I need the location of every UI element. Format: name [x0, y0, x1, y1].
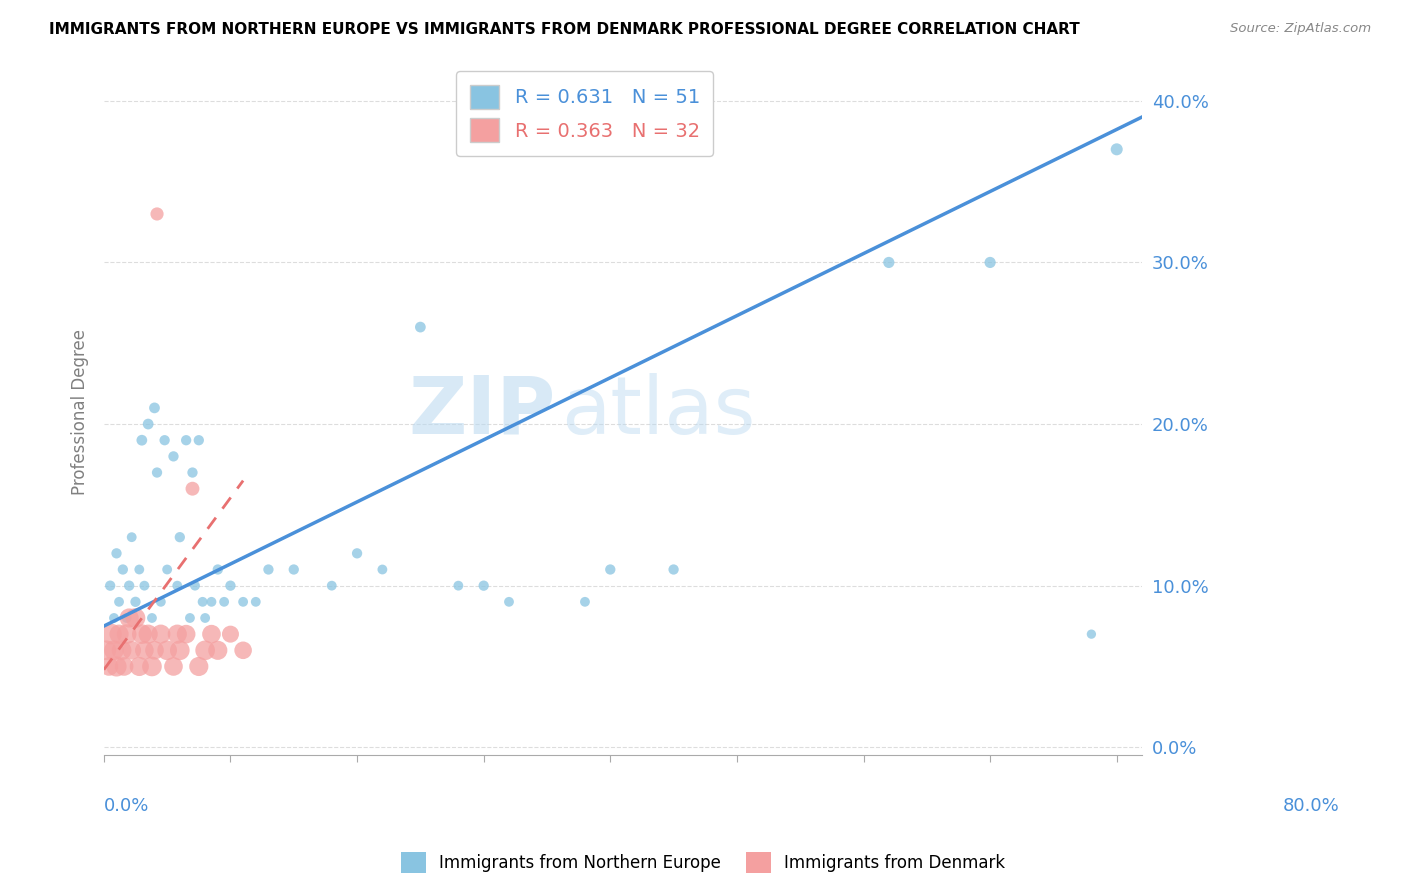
Point	[257, 562, 280, 576]
Point	[187, 434, 209, 448]
Point	[143, 643, 166, 657]
Point	[181, 466, 204, 480]
Point	[146, 207, 169, 221]
Point	[156, 562, 179, 576]
Point	[115, 627, 138, 641]
Point	[118, 611, 141, 625]
Point	[191, 595, 214, 609]
Point	[166, 627, 188, 641]
Text: atlas: atlas	[561, 373, 755, 451]
Point	[194, 643, 217, 657]
Point	[498, 595, 520, 609]
Point	[219, 579, 242, 593]
Point	[1105, 142, 1128, 156]
Point	[599, 562, 621, 576]
Point	[121, 643, 143, 657]
Point	[219, 627, 242, 641]
Point	[245, 595, 267, 609]
Point	[156, 643, 179, 657]
Point	[200, 627, 222, 641]
Point	[131, 627, 153, 641]
Point	[134, 643, 156, 657]
Point	[149, 595, 172, 609]
Point	[200, 595, 222, 609]
Point	[103, 611, 125, 625]
Point	[121, 530, 143, 544]
Point	[283, 562, 305, 576]
Point	[112, 659, 135, 673]
Point	[110, 643, 132, 657]
Point	[131, 434, 153, 448]
Point	[169, 530, 191, 544]
Point	[174, 627, 197, 641]
Point	[194, 611, 217, 625]
Point	[162, 450, 184, 464]
Point	[141, 659, 163, 673]
Point	[149, 627, 172, 641]
Point	[162, 659, 184, 673]
Text: 80.0%: 80.0%	[1282, 797, 1339, 814]
Point	[184, 579, 207, 593]
Point	[136, 417, 159, 431]
Point	[108, 627, 131, 641]
Point	[111, 562, 134, 576]
Text: 0.0%: 0.0%	[104, 797, 149, 814]
Point	[153, 434, 176, 448]
Point	[232, 643, 254, 657]
Point	[96, 643, 118, 657]
Text: ZIP: ZIP	[408, 373, 555, 451]
Point	[103, 643, 125, 657]
Point	[409, 320, 432, 334]
Point	[207, 643, 229, 657]
Point	[346, 546, 368, 560]
Legend: Immigrants from Northern Europe, Immigrants from Denmark: Immigrants from Northern Europe, Immigra…	[394, 846, 1012, 880]
Point	[124, 595, 146, 609]
Point	[169, 643, 191, 657]
Point	[128, 659, 150, 673]
Point	[979, 255, 1001, 269]
Point	[118, 579, 141, 593]
Point	[877, 255, 900, 269]
Point	[108, 595, 131, 609]
Y-axis label: Professional Degree: Professional Degree	[72, 329, 89, 495]
Point	[662, 562, 685, 576]
Point	[136, 627, 159, 641]
Point	[574, 595, 596, 609]
Point	[105, 546, 128, 560]
Point	[187, 659, 209, 673]
Point	[146, 466, 169, 480]
Point	[105, 659, 128, 673]
Point	[124, 611, 146, 625]
Point	[181, 482, 204, 496]
Point	[100, 627, 122, 641]
Point	[207, 562, 229, 576]
Point	[143, 401, 166, 415]
Point	[212, 595, 235, 609]
Point	[141, 611, 163, 625]
Point	[371, 562, 394, 576]
Text: Source: ZipAtlas.com: Source: ZipAtlas.com	[1230, 22, 1371, 36]
Point	[115, 611, 138, 625]
Point	[1080, 627, 1102, 641]
Text: IMMIGRANTS FROM NORTHERN EUROPE VS IMMIGRANTS FROM DENMARK PROFESSIONAL DEGREE C: IMMIGRANTS FROM NORTHERN EUROPE VS IMMIG…	[49, 22, 1080, 37]
Point	[128, 562, 150, 576]
Point	[232, 595, 254, 609]
Point	[174, 434, 197, 448]
Point	[166, 579, 188, 593]
Point	[97, 659, 120, 673]
Point	[134, 579, 156, 593]
Point	[98, 579, 121, 593]
Legend: R = 0.631   N = 51, R = 0.363   N = 32: R = 0.631 N = 51, R = 0.363 N = 32	[456, 71, 713, 156]
Point	[321, 579, 343, 593]
Point	[179, 611, 201, 625]
Point	[472, 579, 495, 593]
Point	[447, 579, 470, 593]
